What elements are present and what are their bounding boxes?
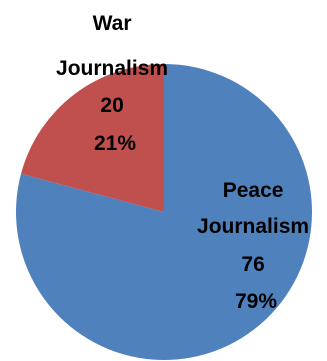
peace-label-line2: Journalism — [197, 215, 309, 238]
peace-journalism-label: Peace Journalism 76 79% — [197, 179, 315, 313]
war-label-line1: War — [93, 12, 132, 35]
peace-percent-label: 79% — [235, 290, 277, 313]
war-value-label: 20 — [100, 94, 123, 117]
war-percent-label: 21% — [94, 132, 136, 155]
war-journalism-label: War Journalism 20 21% — [56, 12, 174, 155]
peace-label-line1: Peace — [223, 179, 284, 202]
pie-slices — [15, 64, 312, 360]
pie-slice-peace — [15, 64, 312, 360]
pie-slice-war — [21, 64, 164, 212]
peace-value-label: 76 — [241, 253, 264, 276]
war-label-line2: Journalism — [56, 57, 168, 80]
